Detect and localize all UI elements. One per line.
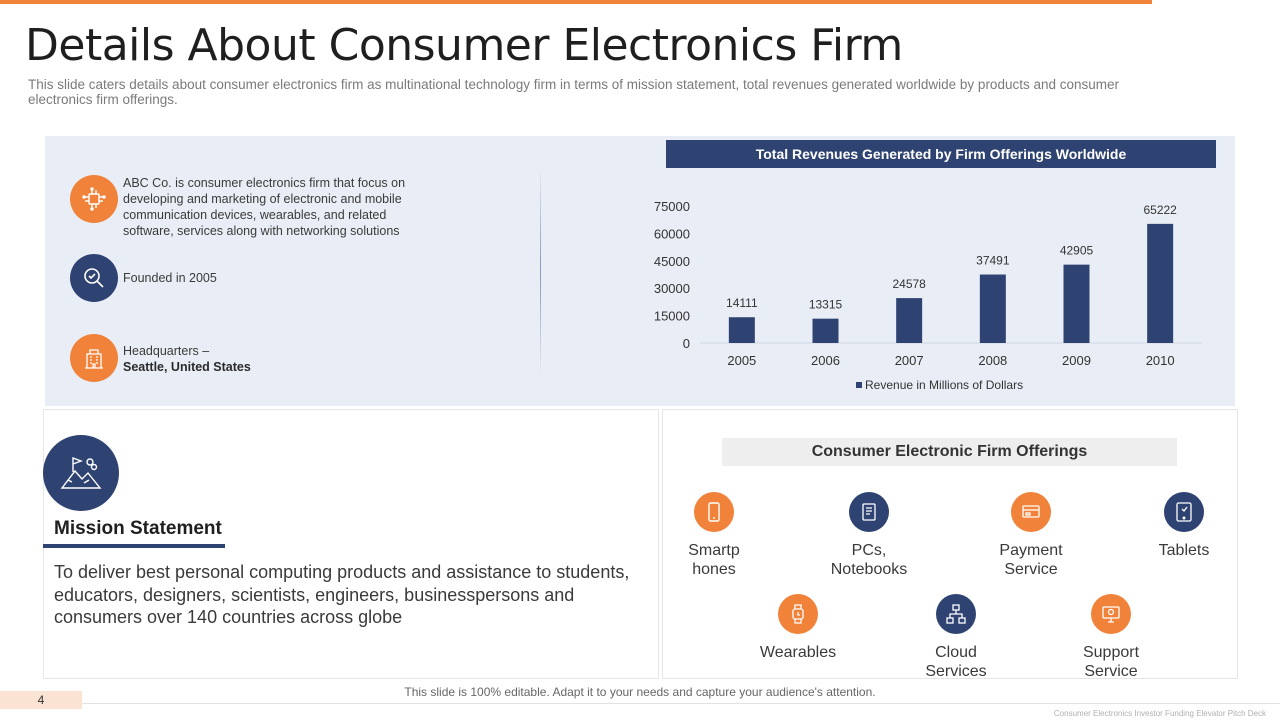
y-tick-label: 0 <box>683 336 690 351</box>
mission-underline <box>43 544 225 548</box>
mission-title: Mission Statement <box>54 518 222 539</box>
offering-label: PCs, Notebooks <box>830 542 908 578</box>
offering-label: Payment Service <box>999 542 1063 578</box>
x-tick-label: 2010 <box>1146 353 1175 368</box>
offering-wearables: Wearables <box>738 594 858 662</box>
page-number: 4 <box>0 691 82 709</box>
smartphone-icon <box>694 492 734 532</box>
offering-tablets: Tablets <box>1124 492 1244 560</box>
offering-label: Smartp hones <box>688 542 740 578</box>
y-tick-label: 60000 <box>654 226 690 241</box>
y-tick-label: 45000 <box>654 254 690 269</box>
deck-name: Consumer Electronics Investor Funding El… <box>1053 709 1266 718</box>
bar-2007 <box>896 298 923 343</box>
founded-row: Founded in 2005 <box>70 254 433 302</box>
offering-label: Wearables <box>759 644 837 661</box>
bar-2009 <box>1063 264 1090 343</box>
founded-text: Founded in 2005 <box>123 271 217 285</box>
building-icon <box>70 334 118 382</box>
x-tick-label: 2009 <box>1062 353 1091 368</box>
footer-divider <box>82 703 1280 704</box>
revenue-bar-chart: 0 15000 30000 45000 60000 75000 14111 2005 13315… <box>654 199 1202 392</box>
magnifier-icon <box>70 254 118 302</box>
y-tick-label: 15000 <box>654 309 690 324</box>
data-label: 14111 <box>726 296 758 310</box>
footer-note: This slide is 100% editable. Adapt it to… <box>404 685 876 699</box>
top-accent-bar <box>0 0 1152 4</box>
company-overview-panel <box>45 136 1235 406</box>
headquarters-text: Headquarters – Seattle, United States <box>123 343 433 375</box>
offering-label: Support Service <box>1082 644 1140 680</box>
bar-2008 <box>979 274 1006 343</box>
company-description-row: ABC Co. is consumer electronics firm tha… <box>70 175 433 239</box>
offering-payment-service: Payment Service <box>971 492 1091 579</box>
offering-label: Tablets <box>1158 542 1210 559</box>
watch-icon <box>778 594 818 634</box>
data-label: 37491 <box>976 254 1010 268</box>
page-subtitle: This slide caters details about consumer… <box>28 77 1120 107</box>
bar-2010 <box>1147 223 1174 343</box>
data-label: 24578 <box>892 277 926 291</box>
tablet-icon <box>1164 492 1204 532</box>
mountain-flag-icon <box>43 435 119 511</box>
company-description: ABC Co. is consumer electronics firm tha… <box>123 176 406 238</box>
headquarters-value: Seattle, United States <box>123 360 251 374</box>
offerings-title: Consumer Electronic Firm Offerings <box>722 438 1177 466</box>
x-tick-label: 2008 <box>978 353 1007 368</box>
offering-support-service: Support Service <box>1051 594 1171 681</box>
bar-2006 <box>812 318 839 343</box>
y-tick-label: 75000 <box>654 199 690 214</box>
offering-smartphones: Smartp hones <box>654 492 774 579</box>
x-tick-label: 2006 <box>811 353 840 368</box>
notebook-icon <box>849 492 889 532</box>
legend-label: Revenue in Millions of Dollars <box>865 378 1023 392</box>
legend-swatch <box>856 382 862 388</box>
headquarters-row: Headquarters – Seattle, United States <box>70 334 433 382</box>
offering-label: Cloud Services <box>925 644 987 680</box>
headquarters-label: Headquarters – <box>123 344 210 358</box>
payment-icon <box>1011 492 1051 532</box>
circuit-chip-icon <box>70 175 118 223</box>
x-tick-label: 2005 <box>727 353 756 368</box>
bar-2005 <box>728 317 755 343</box>
support-icon <box>1091 594 1131 634</box>
chart-title: Total Revenues Generated by Firm Offerin… <box>666 140 1216 168</box>
cloud-network-icon <box>936 594 976 634</box>
data-label: 65222 <box>1143 203 1177 217</box>
data-label: 42905 <box>1060 244 1094 258</box>
y-tick-label: 30000 <box>654 281 690 296</box>
offering-cloud-services: Cloud Services <box>896 594 1016 681</box>
mission-text: To deliver best personal computing produ… <box>54 562 630 627</box>
page-title: Details About Consumer Electronics Firm <box>25 20 903 71</box>
data-label: 13315 <box>809 298 843 312</box>
x-tick-label: 2007 <box>895 353 924 368</box>
offering-pcs-notebooks: PCs, Notebooks <box>809 492 929 579</box>
panel-divider <box>540 165 541 377</box>
